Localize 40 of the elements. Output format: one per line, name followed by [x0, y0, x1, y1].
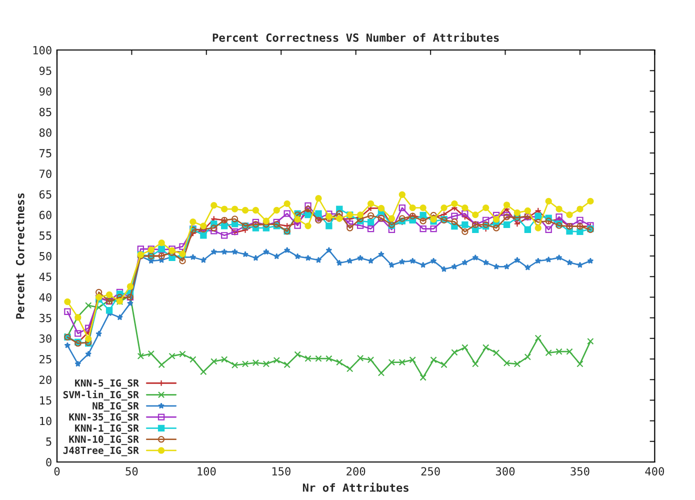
y-tick-label: 65: [39, 190, 52, 199]
y-tick-label: 20: [40, 376, 52, 384]
legend-label: SVM-lin_IG_SR: [63, 390, 139, 400]
y-tick-label: 70: [40, 170, 52, 178]
x-tick-label: 50: [126, 467, 138, 476]
x-axis-title: Nr of Attributes: [302, 482, 408, 492]
legend-label: KNN-1_IG_SR: [75, 424, 139, 434]
y-tick-label: 50: [40, 252, 52, 260]
chart-title: Percent Correctness VS Number of Attributes: [212, 32, 499, 42]
x-tick-label: 0: [54, 467, 60, 476]
y-tick-label: 25: [40, 355, 52, 364]
y-tick-label: 35: [39, 314, 52, 322]
legend-label: KNN-35_IG_SR: [69, 413, 139, 423]
y-tick-label: 15: [40, 396, 52, 405]
y-tick-label: 100: [33, 46, 52, 54]
y-tick-label: 55: [40, 232, 52, 240]
y-tick-label: 40: [39, 293, 52, 302]
y-tick-label: 10: [40, 416, 52, 426]
y-tick-label: 95: [39, 66, 52, 76]
y-axis-title: Percent Correctness: [16, 193, 24, 319]
y-tick-label: 60: [39, 210, 52, 220]
y-tick-label: 5: [46, 438, 52, 446]
y-tick-label: 30: [39, 334, 52, 343]
x-tick-label: 300: [496, 467, 515, 476]
legend-label: KNN-10_IG_SR: [69, 436, 139, 446]
legend-label: NB_IG_SR: [92, 402, 139, 412]
legend-label: KNN-5_IG_SR: [75, 379, 139, 389]
y-tick-label: 90: [39, 87, 52, 96]
x-tick-label: 150: [272, 467, 290, 476]
x-tick-label: 100: [198, 467, 216, 476]
y-tick-label: 45: [39, 272, 52, 282]
legend-label: J48Tree_IG_SR: [63, 446, 139, 456]
y-tick-label: 75: [40, 149, 52, 158]
x-tick-label: 400: [645, 467, 664, 476]
y-tick-label: 80: [39, 128, 52, 137]
x-tick-label: 250: [421, 467, 440, 476]
y-tick-label: 0: [46, 458, 52, 466]
x-tick-label: 200: [346, 467, 366, 476]
y-tick-label: 85: [39, 108, 52, 116]
x-tick-label: 350: [570, 467, 590, 476]
